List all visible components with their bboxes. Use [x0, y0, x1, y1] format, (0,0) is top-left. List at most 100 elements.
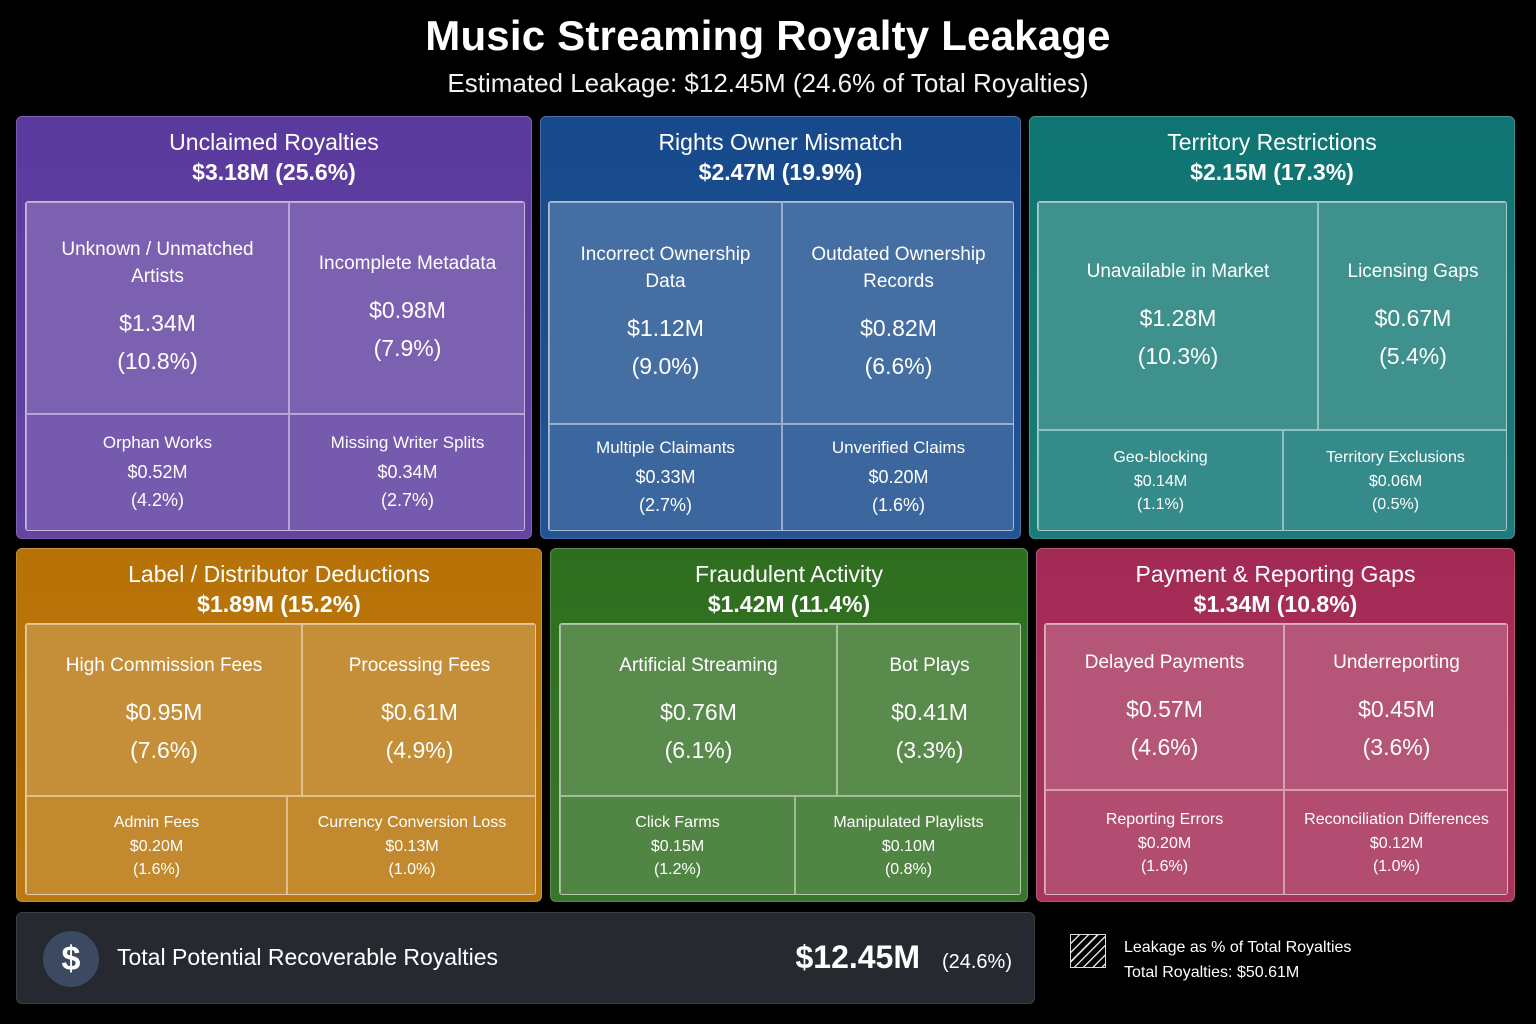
tile-incorrect-ownership-data[interactable]: Incorrect Ownership Data $1.12M (9.0%)	[549, 202, 782, 424]
tile-percent: (4.2%)	[130, 490, 184, 510]
tile-value: $0.41M	[891, 698, 968, 725]
hatched-legend-icon	[1070, 934, 1106, 968]
tile-geo-blocking[interactable]: Geo-blocking $0.14M (1.1%)	[1038, 430, 1283, 530]
group-header: Unclaimed Royalties $3.18M (25.6%)	[17, 127, 531, 187]
tile-reporting-errors[interactable]: Reporting Errors $0.20M (1.6%)	[1045, 790, 1284, 894]
tile-percent: (1.6%)	[1140, 857, 1189, 875]
tile-unverified-claims[interactable]: Unverified Claims $0.20M (1.6%)	[782, 424, 1013, 530]
tile-licensing-gaps[interactable]: Licensing Gaps $0.67M (5.4%)	[1318, 202, 1506, 430]
tile-percent: (2.7%)	[380, 490, 434, 510]
tile-value: $0.61M	[381, 698, 458, 725]
tile-value: $1.34M	[119, 310, 196, 336]
group-value: $3.18M (25.6%)	[192, 159, 356, 185]
legend-label: Leakage as % of Total Royalties	[1124, 939, 1352, 956]
tile-manipulated-playlists[interactable]: Manipulated Playlists $0.10M (0.8%)	[795, 796, 1020, 894]
group-name: Label / Distributor Deductions	[128, 561, 430, 587]
tile-percent: (7.6%)	[130, 736, 198, 763]
tile-value: $0.45M	[1358, 695, 1435, 722]
tile-label: Unavailable in Market	[1086, 260, 1270, 282]
group-value: $2.47M (19.9%)	[698, 159, 863, 185]
tile-value: $0.98M	[369, 296, 446, 323]
group-tiles: Artificial Streaming $0.76M (6.1%) Bot Play…	[559, 623, 1021, 895]
tile-value: $0.20M	[1137, 834, 1192, 852]
tile-value: $0.06M	[1368, 472, 1423, 490]
tile-unknown-unmatched-artists[interactable]: Unknown / Unmatched Artists $1.34M (10.8%)	[26, 202, 289, 414]
tile-value: $0.52M	[127, 462, 188, 482]
tile-label: Licensing Gaps	[1347, 260, 1479, 282]
tile-value: $0.57M	[1126, 695, 1203, 722]
tile-label: Reconciliation Differences	[1304, 810, 1489, 828]
tile-admin-fees[interactable]: Admin Fees $0.20M (1.6%)	[26, 796, 287, 894]
tile-orphan-works[interactable]: Orphan Works $0.52M (4.2%)	[26, 414, 289, 530]
legend-total-royalties: Total Royalties: $50.61M	[1124, 964, 1300, 981]
tile-reconciliation-differences[interactable]: Reconciliation Differences $0.12M (1.0%)	[1284, 790, 1507, 894]
tile-label: Artificial Streaming	[619, 654, 778, 676]
tile-underreporting[interactable]: Underreporting $0.45M (3.6%)	[1284, 624, 1507, 790]
group-value: $2.15M (17.3%)	[1190, 159, 1354, 185]
dollar-icon: $	[43, 931, 99, 987]
group-label-distributor-deductions: Label / Distributor Deductions $1.89M (15…	[16, 548, 542, 902]
group-header: Payment & Reporting Gaps $1.34M (10.8%)	[1037, 559, 1514, 619]
group-name: Rights Owner Mismatch	[658, 129, 903, 155]
tile-percent: (1.0%)	[1372, 857, 1421, 875]
total-recoverable-panel: $ Total Potential Recoverable Royalties …	[16, 912, 1035, 1004]
tile-value: $0.10M	[881, 837, 936, 855]
tile-label: Click Farms	[635, 813, 720, 831]
tile-currency-conversion-loss[interactable]: Currency Conversion Loss $0.13M (1.0%)	[287, 796, 535, 894]
group-name: Unclaimed Royalties	[169, 129, 379, 155]
tile-label: Unverified Claims	[831, 438, 966, 457]
tile-percent: (1.1%)	[1136, 495, 1185, 513]
tile-label: High Commission Fees	[65, 654, 263, 676]
tile-unavailable-in-market[interactable]: Unavailable in Market $1.28M (10.3%)	[1038, 202, 1318, 430]
tile-value: $0.14M	[1133, 472, 1188, 490]
tile-label: Missing Writer Splits	[330, 433, 485, 452]
tile-artificial-streaming[interactable]: Artificial Streaming $0.76M (6.1%)	[560, 624, 837, 796]
group-header: Territory Restrictions $2.15M (17.3%)	[1030, 127, 1514, 187]
tile-label: Unknown / Unmatched Artists	[61, 239, 254, 287]
total-recoverable-value: $12.45M	[795, 939, 920, 975]
group-payment-reporting-gaps: Payment & Reporting Gaps $1.34M (10.8%) De…	[1036, 548, 1515, 902]
total-recoverable-percent: (24.6%)	[941, 951, 1012, 973]
tile-value: $0.34M	[377, 462, 438, 482]
group-header: Rights Owner Mismatch $2.47M (19.9%)	[541, 127, 1020, 187]
tile-value: $1.12M	[627, 315, 704, 341]
tile-label: Underreporting	[1333, 651, 1460, 673]
group-value: $1.42M (11.4%)	[707, 591, 871, 617]
group-territory-restrictions: Territory Restrictions $2.15M (17.3%) Unav…	[1029, 116, 1515, 539]
group-header: Label / Distributor Deductions $1.89M (15…	[17, 559, 541, 619]
tile-multiple-claimants[interactable]: Multiple Claimants $0.33M (2.7%)	[549, 424, 782, 530]
tile-bot-plays[interactable]: Bot Plays $0.41M (3.3%)	[837, 624, 1020, 796]
tile-percent: (1.2%)	[653, 860, 702, 878]
tile-value: $0.12M	[1369, 834, 1424, 852]
tile-missing-writer-splits[interactable]: Missing Writer Splits $0.34M (2.7%)	[289, 414, 524, 530]
group-tiles: Delayed Payments $0.57M (4.6%) Underreporti…	[1044, 623, 1508, 895]
tile-label: Delayed Payments	[1084, 651, 1245, 673]
tile-percent: (0.8%)	[884, 860, 933, 878]
tile-value: $1.28M	[1139, 304, 1217, 331]
tile-label: Bot Plays	[889, 654, 970, 676]
tile-label: Territory Exclusions	[1326, 448, 1465, 466]
group-tiles: Unavailable in Market $1.28M (10.3%) Licens…	[1037, 201, 1507, 531]
tile-percent: (1.0%)	[388, 860, 436, 878]
tile-percent: (2.7%)	[638, 495, 692, 515]
tile-click-farms[interactable]: Click Farms $0.15M (1.2%)	[560, 796, 795, 894]
tile-label: Multiple Claimants	[596, 438, 735, 457]
group-name: Territory Restrictions	[1167, 129, 1377, 155]
tile-value: $0.13M	[385, 837, 439, 855]
tile-value: $0.95M	[125, 698, 203, 725]
tile-processing-fees[interactable]: Processing Fees $0.61M (4.9%)	[302, 624, 535, 796]
tile-delayed-payments[interactable]: Delayed Payments $0.57M (4.6%)	[1045, 624, 1284, 790]
tile-incomplete-metadata[interactable]: Incomplete Metadata $0.98M (7.9%)	[289, 202, 524, 414]
tile-high-commission-fees[interactable]: High Commission Fees $0.95M (7.6%)	[26, 624, 302, 796]
tile-value: $0.20M	[868, 467, 929, 487]
tile-percent: (7.9%)	[373, 334, 442, 361]
group-value: $1.89M (15.2%)	[197, 591, 361, 617]
tile-percent: (1.6%)	[132, 860, 181, 878]
tile-outdated-ownership-records[interactable]: Outdated Ownership Records $0.82M (6.6%)	[782, 202, 1013, 424]
tile-territory-exclusions[interactable]: Territory Exclusions $0.06M (0.5%)	[1283, 430, 1506, 530]
tile-label: Reporting Errors	[1105, 810, 1224, 828]
chart-title: Music Streaming Royalty Leakage	[425, 12, 1111, 59]
tile-label: Admin Fees	[113, 813, 200, 831]
tile-label: Orphan Works	[102, 433, 213, 452]
tile-value: $0.76M	[660, 698, 737, 725]
